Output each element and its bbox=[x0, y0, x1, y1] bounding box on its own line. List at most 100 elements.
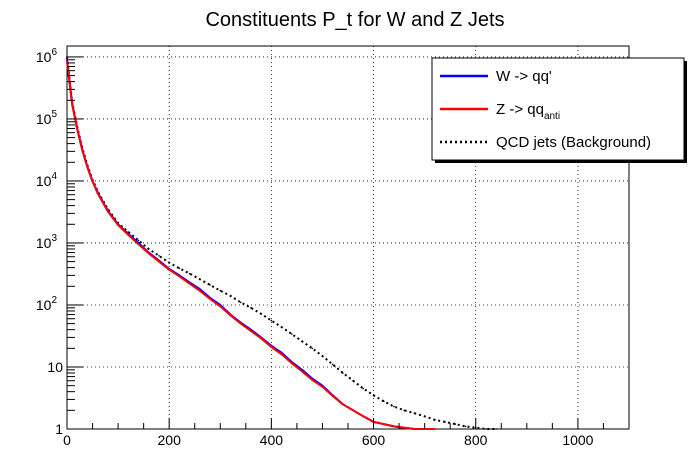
series-point bbox=[444, 421, 446, 423]
series-point bbox=[127, 234, 130, 236]
series-point bbox=[168, 268, 170, 271]
series-point bbox=[81, 149, 84, 152]
series-point bbox=[434, 428, 436, 430]
series-point bbox=[239, 322, 242, 325]
y-tick-base: 10 bbox=[36, 297, 52, 313]
series-point bbox=[158, 255, 160, 257]
series-point bbox=[147, 252, 150, 255]
legend: W -> qq' Z -> qqanti QCD jets (Background) bbox=[431, 57, 687, 163]
y-tick-base: 10 bbox=[36, 235, 52, 251]
y-tick-label: 105 bbox=[36, 109, 58, 127]
series-point bbox=[280, 353, 283, 356]
series-point bbox=[178, 267, 181, 270]
series-line-2 bbox=[66, 56, 497, 430]
series-line-1 bbox=[66, 61, 435, 430]
series-point bbox=[250, 307, 252, 309]
series-point bbox=[485, 428, 487, 430]
series-point bbox=[403, 409, 406, 412]
series-point bbox=[188, 282, 191, 285]
series-point bbox=[260, 313, 262, 315]
series-point bbox=[372, 394, 375, 397]
series-point bbox=[71, 103, 73, 106]
series-point bbox=[76, 128, 79, 131]
series-point bbox=[137, 243, 140, 246]
series-point bbox=[413, 412, 416, 414]
x-tick-label: 200 bbox=[158, 432, 182, 448]
series-point bbox=[291, 362, 293, 365]
series-point bbox=[291, 333, 293, 335]
legend-name-subscript: anti bbox=[544, 111, 560, 122]
series-point bbox=[147, 248, 150, 250]
y-tick-base: 10 bbox=[36, 111, 52, 127]
series-point bbox=[331, 363, 334, 366]
x-tick-label: 0 bbox=[63, 432, 71, 448]
y-tick-exponent: 2 bbox=[51, 295, 57, 306]
x-tick-label: 1000 bbox=[562, 432, 593, 448]
series-point bbox=[158, 260, 160, 263]
series-point bbox=[311, 379, 314, 381]
series-point bbox=[199, 289, 201, 292]
series-point bbox=[219, 305, 222, 308]
series-point bbox=[209, 284, 211, 286]
series-point bbox=[66, 60, 68, 63]
series-point bbox=[382, 423, 385, 425]
series-point bbox=[86, 166, 89, 169]
legend-label: Z -> qqanti bbox=[496, 101, 560, 122]
series-point bbox=[199, 278, 201, 281]
y-tick-label: 1 bbox=[55, 421, 63, 437]
series-point bbox=[362, 387, 365, 390]
series-point bbox=[434, 419, 436, 421]
series-point bbox=[301, 370, 303, 373]
legend-label: QCD jets (Background) bbox=[496, 134, 651, 151]
series-point bbox=[321, 385, 324, 388]
chart-title: Constituents P_t for W and Z Jets bbox=[205, 9, 504, 31]
y-tick-label: 102 bbox=[36, 295, 58, 313]
series-point bbox=[250, 330, 252, 332]
x-tick-label: 600 bbox=[362, 432, 386, 448]
y-tick-label: 104 bbox=[36, 171, 58, 189]
series-point bbox=[117, 224, 119, 226]
y-tick-exponent: 6 bbox=[51, 47, 57, 58]
series-point bbox=[403, 426, 406, 429]
series-point bbox=[260, 337, 262, 340]
series-point bbox=[342, 403, 344, 406]
series-point bbox=[393, 405, 395, 408]
legend-name: Z -> qq bbox=[496, 101, 544, 118]
series-point bbox=[188, 272, 191, 275]
y-tick-base: 1 bbox=[55, 421, 63, 437]
series-point bbox=[413, 428, 416, 430]
legend-label: W -> qq' bbox=[496, 68, 552, 85]
series-line-0 bbox=[66, 59, 435, 430]
y-tick-label: 106 bbox=[36, 47, 58, 65]
legend-name: W -> qq' bbox=[496, 68, 552, 85]
x-tick-label: 800 bbox=[464, 432, 488, 448]
series-point bbox=[311, 347, 314, 350]
series-point bbox=[229, 295, 232, 297]
y-tick-exponent: 3 bbox=[51, 233, 57, 244]
series-point bbox=[91, 180, 94, 183]
y-tick-base: 10 bbox=[36, 173, 52, 189]
series-point bbox=[321, 355, 324, 357]
y-tick-base: 10 bbox=[47, 359, 63, 375]
y-tick-base: 10 bbox=[36, 49, 52, 65]
series-point bbox=[178, 275, 181, 278]
series-point bbox=[137, 239, 140, 242]
series-point bbox=[342, 372, 344, 374]
series-point bbox=[219, 289, 222, 292]
y-tick-label: 10 bbox=[47, 359, 63, 375]
series-layer bbox=[66, 56, 497, 430]
y-tick-exponent: 4 bbox=[51, 171, 57, 182]
y-tick-label: 103 bbox=[36, 233, 58, 251]
series-point bbox=[270, 346, 273, 348]
series-point bbox=[382, 400, 385, 403]
series-point bbox=[362, 415, 365, 418]
series-point bbox=[107, 210, 109, 213]
series-point bbox=[168, 261, 170, 264]
series-point bbox=[454, 423, 457, 425]
series-point bbox=[393, 425, 395, 428]
series-point bbox=[209, 298, 211, 300]
series-point bbox=[280, 326, 283, 328]
y-tick-exponent: 5 bbox=[51, 109, 57, 120]
